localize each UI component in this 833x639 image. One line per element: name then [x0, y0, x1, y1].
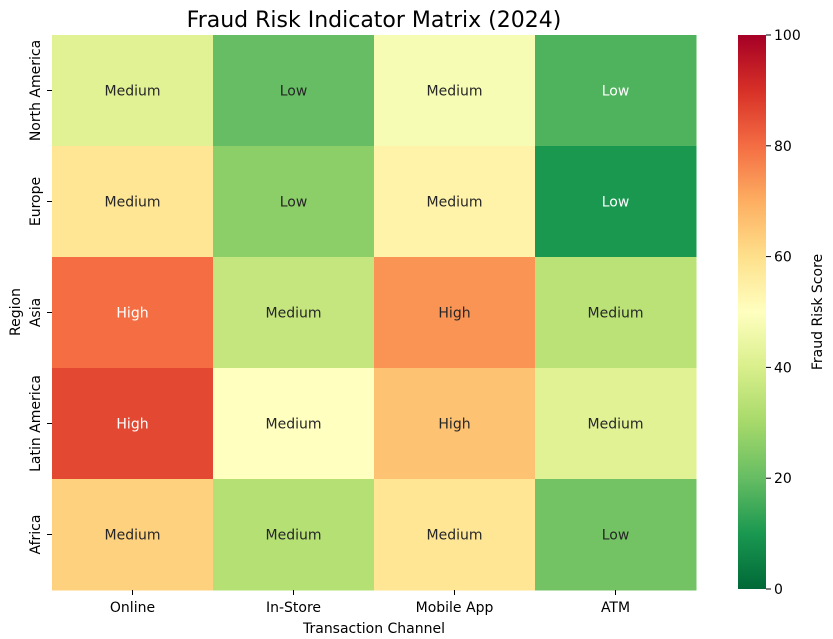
cell-annotation: Medium [427, 195, 483, 211]
heatmap-cell [535, 146, 697, 258]
cell-annotation: High [438, 306, 470, 322]
cell-annotation: Medium [105, 195, 161, 211]
cell-annotation: Medium [427, 84, 483, 100]
heatmap-cell [535, 479, 697, 591]
heatmap-cell [213, 479, 375, 591]
x-axis-label: Transaction Channel [302, 621, 445, 637]
colorbar-label: Fraud Risk Score [810, 254, 826, 370]
heatmap-cell [52, 479, 214, 591]
cell-annotation: Medium [427, 528, 483, 544]
chart-title: Fraud Risk Indicator Matrix (2024) [187, 8, 562, 33]
y-tick-label: Europe [28, 177, 44, 226]
cell-annotation: High [116, 306, 148, 322]
cell-annotation: Medium [105, 528, 161, 544]
heatmap-cell [213, 146, 375, 258]
x-tick-label: Online [110, 600, 155, 616]
cell-annotation: Medium [266, 417, 322, 433]
heatmap-cell [374, 146, 536, 258]
cell-annotation: High [438, 417, 470, 433]
colorbar-tick-label: 0 [774, 582, 783, 598]
heatmap-cell [213, 35, 375, 147]
heatmap-cell [52, 35, 214, 147]
x-tick-label: ATM [601, 600, 630, 616]
colorbar-gradient [738, 35, 766, 589]
cell-annotation: Low [280, 195, 308, 211]
cell-annotation: Low [602, 528, 630, 544]
y-axis-label: Region [8, 288, 24, 336]
heatmap-cell [374, 35, 536, 147]
heatmap-cell [374, 479, 536, 591]
cell-annotation: Low [602, 195, 630, 211]
colorbar-tick-label: 100 [774, 28, 801, 44]
heatmap-cell [213, 368, 375, 480]
heatmap-cell [52, 368, 214, 480]
y-axis: North America Europe Asia Latin America Afri… [28, 40, 52, 555]
colorbar-tick-label: 20 [774, 471, 792, 487]
colorbar-tick-label: 60 [774, 250, 792, 266]
colorbar-tick-label: 40 [774, 360, 792, 376]
heatmap-cell [374, 368, 536, 480]
cell-annotation: Low [280, 84, 308, 100]
cell-annotation: Medium [266, 528, 322, 544]
heatmap-cell [213, 257, 375, 369]
cell-annotation: Medium [588, 306, 644, 322]
heatmap-cell [52, 257, 214, 369]
heatmap-cells: Medium Low Medium Low Medium Low Medium Low High… [52, 35, 697, 591]
x-tick-label: Mobile App [416, 600, 494, 616]
y-tick-label: North America [28, 40, 44, 141]
cell-annotation: High [116, 417, 148, 433]
y-tick-label: Latin America [28, 375, 44, 472]
colorbar-tick-label: 80 [774, 139, 792, 155]
x-tick-label: In-Store [266, 600, 321, 616]
cell-annotation: Low [602, 84, 630, 100]
heatmap-cell [535, 257, 697, 369]
y-tick-label: Asia [28, 298, 44, 327]
cell-annotation: Medium [105, 84, 161, 100]
x-axis: Online In-Store Mobile App ATM [110, 590, 630, 616]
cell-annotation: Medium [588, 417, 644, 433]
colorbar: 0 20 40 60 80 100 Fraud Risk Score [738, 28, 826, 598]
heatmap-cell [374, 257, 536, 369]
y-tick-label: Africa [28, 515, 44, 555]
heatmap-cell [535, 35, 697, 147]
heatmap-cell [535, 368, 697, 480]
cell-annotation: Medium [266, 306, 322, 322]
heatmap-cell [52, 146, 214, 258]
